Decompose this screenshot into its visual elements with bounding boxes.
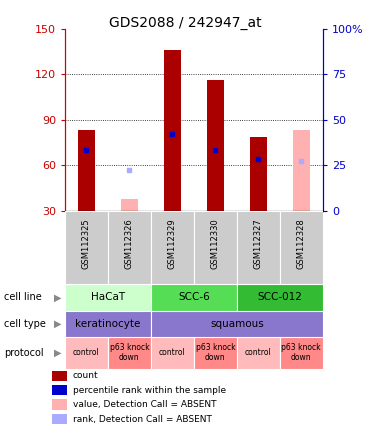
Text: ▶: ▶: [54, 293, 61, 302]
Text: GSM112326: GSM112326: [125, 218, 134, 269]
Bar: [108, 211, 151, 284]
Text: rank, Detection Call = ABSENT: rank, Detection Call = ABSENT: [73, 415, 211, 424]
Text: p63 knock
down: p63 knock down: [196, 343, 235, 362]
Bar: [280, 211, 323, 284]
Text: squamous: squamous: [210, 319, 264, 329]
Text: GSM112329: GSM112329: [168, 218, 177, 269]
Bar: [65, 284, 151, 311]
Bar: [151, 284, 237, 311]
Text: SCC-012: SCC-012: [257, 293, 302, 302]
Text: keratinocyte: keratinocyte: [75, 319, 141, 329]
Text: GSM112327: GSM112327: [254, 218, 263, 269]
Bar: [207, 80, 224, 211]
Text: SCC-6: SCC-6: [178, 293, 210, 302]
Bar: [108, 337, 151, 369]
Bar: [194, 211, 237, 284]
Bar: [65, 211, 108, 284]
Bar: [151, 311, 323, 337]
Bar: [293, 131, 310, 211]
Bar: [65, 337, 108, 369]
Text: ▶: ▶: [54, 348, 61, 357]
Text: cell type: cell type: [4, 319, 46, 329]
Bar: [151, 337, 194, 369]
Bar: [250, 137, 267, 211]
Text: GDS2088 / 242947_at: GDS2088 / 242947_at: [109, 16, 262, 30]
Bar: [151, 211, 194, 284]
Bar: [121, 199, 138, 211]
Text: GSM112325: GSM112325: [82, 218, 91, 269]
Text: GSM112330: GSM112330: [211, 218, 220, 269]
Bar: [52, 400, 67, 410]
Text: control: control: [159, 348, 186, 357]
Text: value, Detection Call = ABSENT: value, Detection Call = ABSENT: [73, 400, 216, 409]
Text: percentile rank within the sample: percentile rank within the sample: [73, 386, 226, 395]
Bar: [194, 337, 237, 369]
Text: GSM112328: GSM112328: [297, 218, 306, 269]
Text: p63 knock
down: p63 knock down: [282, 343, 321, 362]
Bar: [164, 50, 181, 211]
Text: control: control: [73, 348, 100, 357]
Text: cell line: cell line: [4, 293, 42, 302]
Bar: [65, 311, 151, 337]
Text: control: control: [245, 348, 272, 357]
Text: HaCaT: HaCaT: [91, 293, 125, 302]
Bar: [78, 131, 95, 211]
Bar: [237, 337, 280, 369]
Text: count: count: [73, 371, 98, 380]
Bar: [280, 337, 323, 369]
Bar: [52, 414, 67, 424]
Text: ▶: ▶: [54, 319, 61, 329]
Text: protocol: protocol: [4, 348, 43, 357]
Bar: [52, 385, 67, 395]
Text: p63 knock
down: p63 knock down: [109, 343, 149, 362]
Bar: [237, 211, 280, 284]
Bar: [52, 371, 67, 381]
Bar: [237, 284, 323, 311]
